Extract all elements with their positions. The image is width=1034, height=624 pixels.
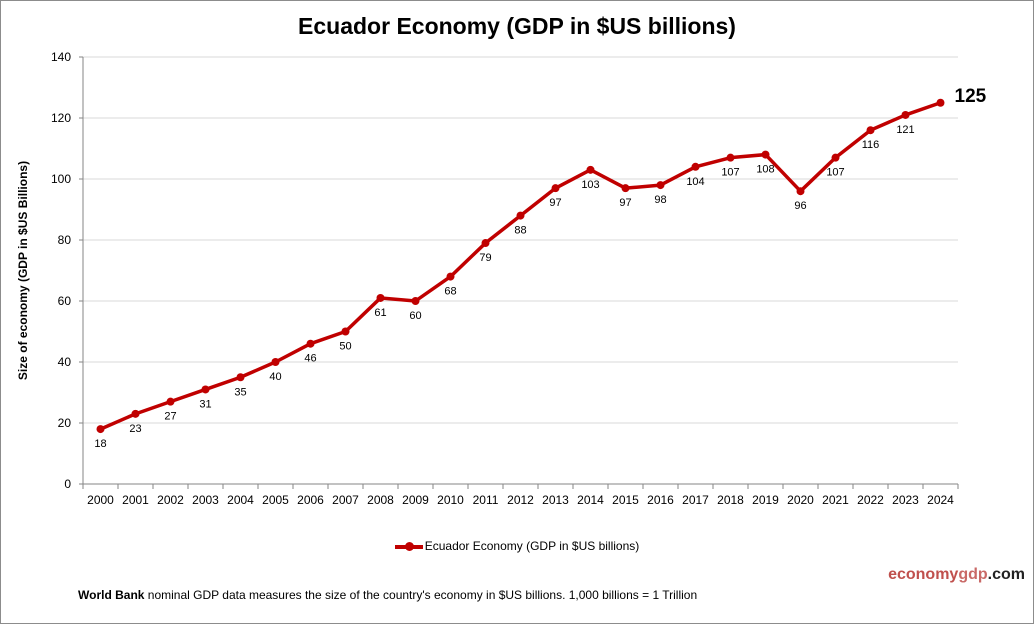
data-point [236,373,245,382]
data-point [936,98,945,107]
data-point [481,239,490,248]
x-tick-label: 2011 [473,493,499,507]
data-label: 108 [756,164,774,176]
data-label: 60 [409,310,421,322]
x-tick-label: 2005 [262,493,289,507]
data-point [551,184,560,193]
y-tick-label: 60 [58,294,72,308]
y-tick-label: 40 [58,355,72,369]
line-chart: 0 20 40 60 80 100 120 140 2000 2001 2002 2003 2004 20… [16,50,987,507]
x-tick-label: 2006 [297,493,324,507]
x-tick-label: 2002 [157,493,184,507]
data-point [446,272,455,281]
y-tick-label: 100 [51,172,71,186]
x-tick-label: 2013 [542,493,569,507]
x-tick-label: 2020 [787,493,814,507]
legend-swatch [394,541,423,551]
data-point [376,293,385,302]
footer-note: World Bank nominal GDP data measures the… [78,588,697,602]
data-label: 96 [794,200,806,212]
data-point [341,327,350,336]
x-tick-label: 2000 [87,493,114,507]
data-label: 68 [444,286,456,298]
x-tick-label: 2004 [227,493,254,507]
x-tick-label: 2018 [717,493,744,507]
footer-source: World Bank [78,588,145,602]
data-label: 88 [514,225,526,237]
data-point [96,425,105,434]
data-point [691,162,700,171]
x-tick-label: 2014 [577,493,604,507]
y-tick-label: 80 [58,233,72,247]
x-tick-label: 2010 [437,493,464,507]
data-point [761,150,770,159]
series-line [99,101,942,431]
x-tick-label: 2017 [682,493,709,507]
data-point [831,153,840,162]
data-label: 61 [374,307,386,319]
data-point [271,358,280,366]
footer-text: nominal GDP data measures the size of th… [144,588,698,602]
data-point [901,110,910,119]
data-point [656,181,665,190]
legend: Ecuador Economy (GDP in $US billions) [1,539,1033,553]
legend-label: Ecuador Economy (GDP in $US billions) [424,539,640,553]
data-point [131,409,140,418]
data-point [411,297,420,305]
brand-part2: gdp [958,566,988,583]
data-label: 97 [619,197,631,209]
data-label: 18 [94,438,106,450]
data-point [726,153,735,162]
data-label: 46 [304,353,316,365]
chart-title: Ecuador Economy (GDP in $US billions) [298,13,736,39]
data-label: 27 [164,411,176,423]
x-tick-label: 2019 [752,493,779,507]
data-label: 107 [721,167,739,179]
x-tick-label: 2003 [192,493,219,507]
data-label: 97 [549,197,561,209]
data-point [516,211,525,220]
x-tick-label: 2022 [857,493,884,507]
y-tick-label: 20 [58,416,72,430]
x-tick-label: 2007 [332,493,359,507]
brand-part3: .com [987,566,1025,583]
data-label: 125 [955,86,987,107]
y-tick-label: 140 [51,50,71,64]
y-tick-label: 0 [64,477,71,491]
data-label: 107 [826,167,844,179]
data-label: 50 [339,341,351,353]
y-axis-label: Size of economy (GDP in $US Billions) [16,161,30,380]
x-tick-label: 2001 [122,493,149,507]
data-point [201,385,210,394]
data-label: 23 [129,423,141,435]
data-label: 116 [862,139,880,151]
x-tick-label: 2009 [402,493,429,507]
x-tick-label: 2008 [367,493,394,507]
x-tick-label: 2016 [647,493,674,507]
y-tick-label: 120 [51,111,71,125]
data-point [306,339,315,348]
data-point [866,126,875,135]
data-label: 103 [581,179,599,191]
brand-logo[interactable]: economygdp.com [888,566,1025,584]
data-point [586,165,595,174]
x-tick-label: 2021 [822,493,849,507]
data-point [166,397,175,406]
data-point [621,184,630,193]
data-label: 104 [686,176,704,188]
x-tick-label: 2012 [507,493,534,507]
data-label: 35 [234,386,246,398]
x-tick-label: 2023 [892,493,919,507]
data-label: 31 [199,398,211,410]
brand-part1: economy [888,566,959,583]
data-point [796,187,805,196]
data-label: 40 [269,371,281,383]
data-label: 98 [654,194,666,206]
data-label: 121 [896,124,914,136]
data-label: 79 [479,252,491,264]
x-tick-label: 2015 [612,493,639,507]
x-tick-label: 2024 [927,493,954,507]
